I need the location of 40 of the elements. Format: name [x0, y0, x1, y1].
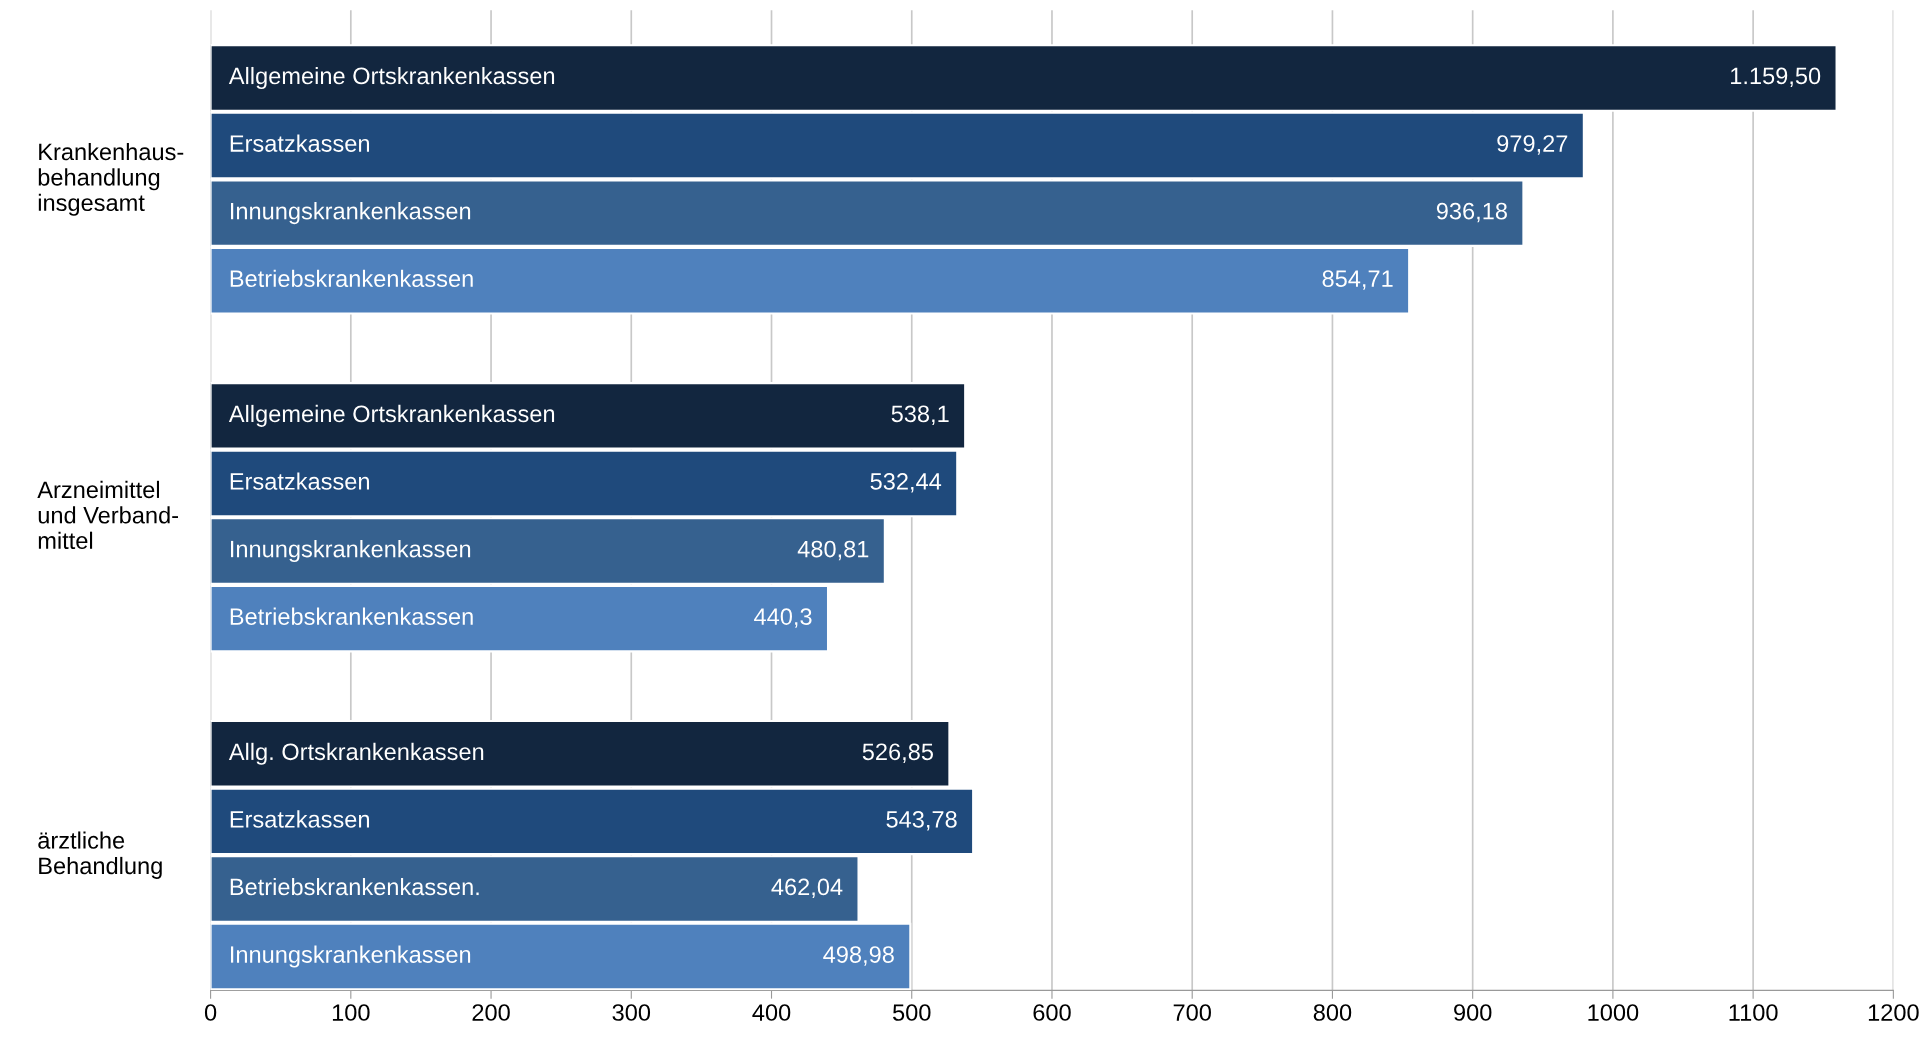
y-tick-label: Allgemeine Ortskrankenkassen [228, 404, 555, 427]
text: Krankenhaus- behandlung insgesamt [38, 142, 184, 216]
data-label: 532,44 [870, 473, 942, 493]
x-tick-label: 700 [1173, 1004, 1211, 1021]
data-label: 1.159,50 [1731, 67, 1821, 88]
text: Arzneimittel und Verband- mittel [37, 480, 178, 550]
data-label: 526,85 [862, 743, 933, 763]
x-tick-label: 800 [1313, 1004, 1352, 1021]
data-label: 538,1 [891, 405, 949, 425]
x-tick-label: 400 [752, 1004, 791, 1021]
x-tick-label: 1200 [1868, 1004, 1919, 1021]
y-tick-label: Ersatzkassen [230, 472, 370, 490]
y-tick-label: Allg. Ortskrankenkassen [228, 742, 484, 765]
x-tick-label: 600 [1033, 1004, 1071, 1021]
data-label: 936,18 [1436, 202, 1507, 223]
y-tick-label: Betriebskrankenkassen. [230, 877, 479, 896]
data-label: 498,98 [823, 946, 894, 966]
x-tick-label: 300 [612, 1004, 651, 1021]
x-tick-label: 1000 [1588, 1004, 1639, 1021]
y-tick-label: Innungskrankenkassen [231, 945, 471, 968]
x-tick-label: 100 [332, 1004, 370, 1021]
data-label: 480,81 [797, 540, 869, 561]
y-tick-label: Betriebskrankenkassen [230, 269, 473, 288]
data-label: 543,78 [886, 810, 957, 831]
data-label: 979,27 [1497, 135, 1568, 155]
x-tick-label: 900 [1454, 1004, 1492, 1021]
y-tick-label: Innungskrankenkassen [231, 540, 471, 563]
y-tick-label: Innungskrankenkassen [231, 202, 471, 225]
x-tick-label: 200 [472, 1004, 510, 1021]
y-tick-label: Allgemeine Ortskrankenkassen [228, 66, 555, 89]
x-tick-label: 1100 [1729, 1004, 1778, 1021]
data-label: 462,04 [771, 878, 843, 899]
x-tick-label: 0 [204, 1004, 217, 1021]
x-tick-label: 500 [892, 1004, 931, 1021]
y-tick-label: Ersatzkassen [230, 134, 370, 152]
data-label: 440,3 [754, 608, 812, 628]
y-tick-label: Ersatzkassen [230, 810, 370, 828]
y-tick-label: Betriebskrankenkassen [230, 607, 473, 625]
text: ärztliche Behandlung [38, 831, 162, 879]
data-label: 854,71 [1322, 270, 1393, 290]
